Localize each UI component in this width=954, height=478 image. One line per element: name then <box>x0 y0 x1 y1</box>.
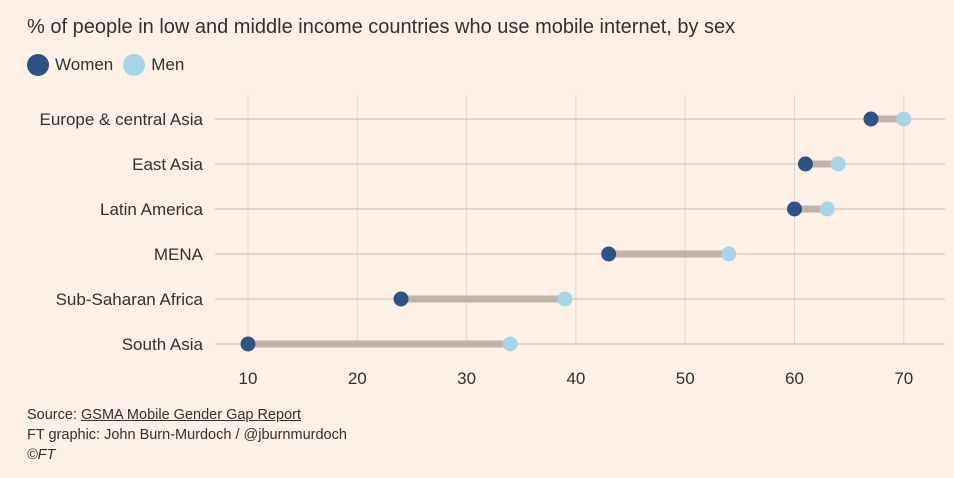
legend-swatch-women <box>27 54 49 76</box>
legend-label-men: Men <box>151 55 185 74</box>
men-dot-mena <box>721 246 737 262</box>
category-label-sub-saharan-africa: Sub-Saharan Africa <box>56 290 204 309</box>
category-label-europe-central-asia: Europe & central Asia <box>40 110 204 129</box>
category-label-east-asia: East Asia <box>132 155 203 174</box>
legend-label-women: Women <box>55 55 114 74</box>
source-link[interactable]: GSMA Mobile Gender Gap Report <box>81 407 302 423</box>
category-label-south-asia: South Asia <box>122 335 204 354</box>
category-label-mena: MENA <box>154 245 204 264</box>
credit-line: FT graphic: John Burn-Murdoch / @jburnmu… <box>27 427 347 443</box>
category-label-latin-america: Latin America <box>100 200 204 219</box>
x-tick-label-70: 70 <box>894 369 913 388</box>
footer: Source: GSMA Mobile Gender Gap Report FT… <box>27 405 347 465</box>
source-prefix: Source: <box>27 407 81 423</box>
men-dot-sub-saharan-africa <box>557 291 573 307</box>
chart-title: % of people in low and middle income cou… <box>27 16 736 38</box>
dumbbell-chart: 10 20 30 40 50 60 70 Europe & central Asia East … <box>40 95 945 388</box>
x-tick-label-50: 50 <box>676 369 695 388</box>
men-dot-south-asia <box>502 336 518 352</box>
women-dot-mena <box>601 246 617 262</box>
women-dot-europe-central-asia <box>863 111 879 127</box>
legend-swatch-men <box>123 54 146 76</box>
men-dot-europe-central-asia <box>896 111 912 127</box>
copyright: ©FT <box>27 447 56 463</box>
legend-item-men: Men <box>123 54 184 76</box>
x-tick-label-10: 10 <box>239 369 258 388</box>
legend-item-women: Women <box>27 54 113 76</box>
source-line: Source: GSMA Mobile Gender Gap Report <box>27 405 347 425</box>
x-tick-label-40: 40 <box>566 369 585 388</box>
women-dot-sub-saharan-africa <box>393 291 409 307</box>
men-dot-east-asia <box>830 156 846 172</box>
x-tick-label-60: 60 <box>785 369 804 388</box>
legend: Women Men <box>27 54 194 76</box>
x-tick-label-20: 20 <box>348 369 367 388</box>
men-dot-latin-america <box>819 201 835 217</box>
women-dot-east-asia <box>797 156 813 172</box>
women-dot-latin-america <box>787 201 802 217</box>
women-dot-south-asia <box>240 336 256 352</box>
x-tick-label-30: 30 <box>457 369 476 388</box>
